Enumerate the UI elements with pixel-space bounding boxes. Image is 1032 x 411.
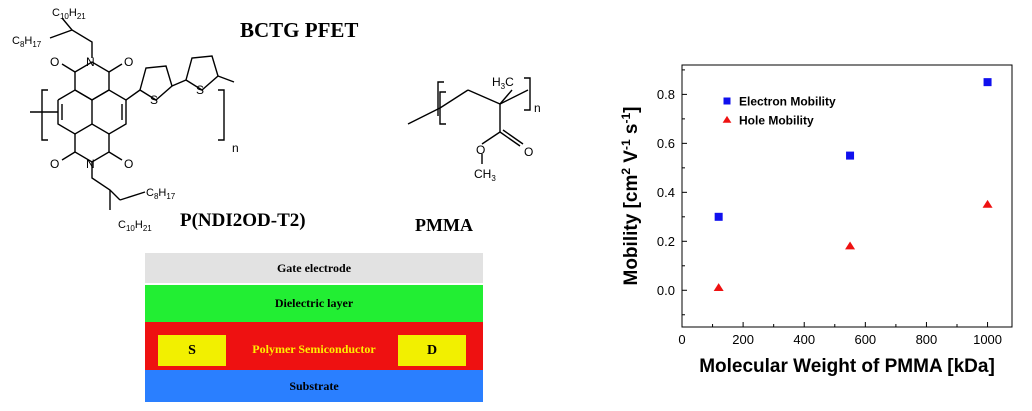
hole-mobility-point bbox=[982, 199, 993, 208]
y-tick-label: 0.6 bbox=[657, 136, 675, 151]
y-tick-label: 0.8 bbox=[657, 87, 675, 102]
page-title: BCTG PFET bbox=[240, 18, 359, 42]
top-co-left bbox=[61, 63, 76, 73]
x-tick-label: 800 bbox=[916, 332, 938, 347]
svg-text:C10H21: C10H21 bbox=[52, 7, 86, 21]
svg-text:O: O bbox=[124, 157, 133, 171]
dielectric-label: Dielectric layer bbox=[274, 296, 354, 310]
x-axis-label: Molecular Weight of PMMA [kDa] bbox=[699, 356, 995, 377]
svg-text:S: S bbox=[196, 83, 204, 97]
x-tick-label: 0 bbox=[678, 332, 685, 347]
y-axis-label: Mobility [cm2 V-1 s-1] bbox=[619, 106, 642, 285]
svg-text:O: O bbox=[476, 143, 485, 157]
semiconductor-label: Polymer Semiconductor bbox=[252, 342, 376, 356]
substrate-label: Substrate bbox=[289, 378, 339, 393]
dielectric-layer: Dielectric layer bbox=[145, 285, 483, 322]
svg-text:C8H17: C8H17 bbox=[12, 35, 42, 49]
legend-marker bbox=[723, 97, 731, 105]
bottom-alkyl-chain bbox=[91, 162, 121, 201]
svg-text:H3C: H3C bbox=[492, 75, 514, 91]
substrate-layer: Substrate bbox=[145, 370, 483, 402]
x-tick-label: 200 bbox=[732, 332, 754, 347]
mobility-chart: 0 200 400 600 800 1000 0.0 0.2 0.4 0.6 0.8 Electro… bbox=[619, 64, 1013, 377]
x-tick-label: 1000 bbox=[973, 332, 1002, 347]
top-co-right bbox=[108, 63, 123, 73]
legend-label: Hole Mobility bbox=[739, 114, 814, 128]
thiophene-2 bbox=[185, 55, 219, 91]
x-tick-label: 400 bbox=[793, 332, 815, 347]
svg-text:n: n bbox=[534, 101, 541, 115]
top-alkyl-chain bbox=[61, 17, 93, 58]
electron-mobility-point bbox=[714, 212, 723, 221]
gate-label: Gate electrode bbox=[276, 260, 352, 275]
svg-text:S: S bbox=[150, 93, 158, 107]
drain-electrode: D bbox=[398, 335, 466, 366]
svg-text:O: O bbox=[50, 55, 59, 69]
svg-text:N: N bbox=[86, 157, 95, 171]
plot-frame bbox=[681, 64, 1013, 328]
svg-text:n: n bbox=[232, 141, 239, 155]
source-electrode: S bbox=[158, 335, 226, 366]
source-label: S bbox=[188, 342, 196, 358]
ndi-structure: C10H21 C8H17 N O O S S n O O N C8H17 C10… bbox=[12, 7, 239, 233]
svg-text:O: O bbox=[50, 157, 59, 171]
thiophene-1 bbox=[139, 65, 173, 101]
drain-label: D bbox=[426, 342, 438, 358]
left-bracket bbox=[41, 89, 48, 141]
svg-text:O: O bbox=[124, 55, 133, 69]
hole-mobility-point bbox=[713, 283, 724, 291]
top-branch bbox=[49, 29, 73, 39]
electron-mobility-point bbox=[983, 78, 992, 87]
x-tick-label: 600 bbox=[854, 332, 876, 347]
right-bracket bbox=[218, 89, 225, 141]
y-tick-label: 0.2 bbox=[657, 234, 675, 249]
naphthalene-core bbox=[57, 89, 127, 135]
svg-text:C10H21: C10H21 bbox=[118, 219, 152, 233]
legend-label: Electron Mobility bbox=[739, 95, 836, 109]
ndi-polymer-label: P(NDI2OD-T2) bbox=[180, 210, 306, 231]
svg-text:O: O bbox=[524, 145, 533, 159]
svg-text:N: N bbox=[86, 55, 95, 69]
svg-text:CH3: CH3 bbox=[474, 167, 496, 183]
legend-marker bbox=[722, 115, 732, 123]
y-tick-label: 0.4 bbox=[657, 185, 675, 200]
electron-mobility-point bbox=[846, 151, 855, 160]
svg-text:C8H17: C8H17 bbox=[146, 187, 176, 201]
hole-mobility-point bbox=[845, 241, 856, 250]
gate-electrode-layer: Gate electrode bbox=[145, 253, 483, 283]
pmma-structure: H3C n O O CH3 bbox=[407, 75, 541, 183]
y-tick-label: 0.0 bbox=[657, 283, 675, 298]
pmma-label: PMMA bbox=[415, 215, 473, 235]
